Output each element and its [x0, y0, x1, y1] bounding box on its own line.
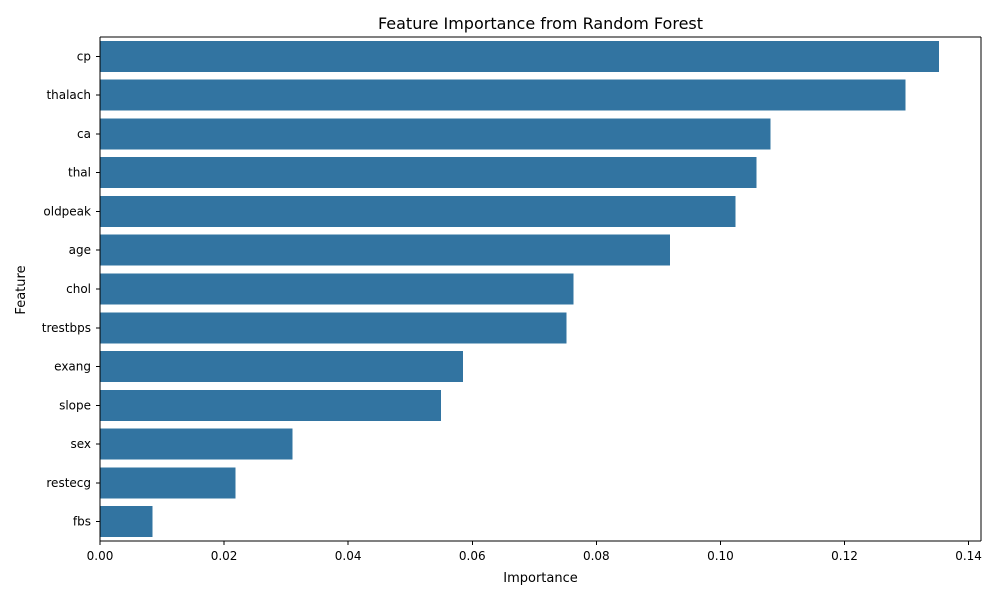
bar-trestbps	[100, 312, 567, 344]
bar-oldpeak	[100, 195, 736, 227]
y-tick-label: trestbps	[42, 321, 91, 335]
bar-chol	[100, 273, 574, 305]
y-tick-label: restecg	[46, 476, 91, 490]
bar-thal	[100, 157, 757, 189]
x-tick-label: 0.02	[211, 549, 238, 563]
x-tick-label: 0.04	[335, 549, 362, 563]
y-tick-label: sex	[70, 437, 91, 451]
y-axis-ticks: cp thalach ca thal oldpeak age chol trestbps exa…	[42, 49, 100, 529]
x-tick-label: 0.10	[707, 549, 734, 563]
x-axis-ticks: 0.00 0.02 0.04 0.06 0.08 0.10 0.12 0.14	[87, 541, 982, 563]
y-tick-label: thal	[68, 166, 91, 180]
x-tick-label: 0.06	[459, 549, 486, 563]
y-tick-label: slope	[59, 398, 91, 412]
y-tick-label: oldpeak	[43, 204, 91, 218]
bar-age	[100, 234, 671, 266]
y-axis-label: Feature	[14, 265, 29, 314]
x-tick-label: 0.12	[831, 549, 858, 563]
x-tick-label: 0.08	[583, 549, 610, 563]
y-tick-label: age	[69, 243, 91, 257]
bars-layer	[100, 40, 939, 538]
bar-sex	[100, 428, 293, 460]
y-tick-label: fbs	[73, 515, 91, 529]
bar-slope	[100, 389, 442, 421]
y-tick-label: ca	[77, 127, 91, 141]
x-tick-label: 0.00	[87, 549, 114, 563]
bar-cp	[100, 40, 939, 72]
bar-restecg	[100, 467, 236, 499]
y-tick-label: chol	[66, 282, 91, 296]
bar-fbs	[100, 506, 153, 538]
x-axis-label: Importance	[503, 571, 578, 586]
bar-exang	[100, 351, 463, 383]
bar-thalach	[100, 79, 906, 111]
y-tick-label: cp	[77, 49, 91, 63]
x-tick-label: 0.14	[955, 549, 982, 563]
y-tick-label: exang	[54, 360, 91, 374]
bar-ca	[100, 118, 771, 150]
chart-title: Feature Importance from Random Forest	[378, 14, 703, 33]
y-tick-label: thalach	[46, 88, 91, 102]
